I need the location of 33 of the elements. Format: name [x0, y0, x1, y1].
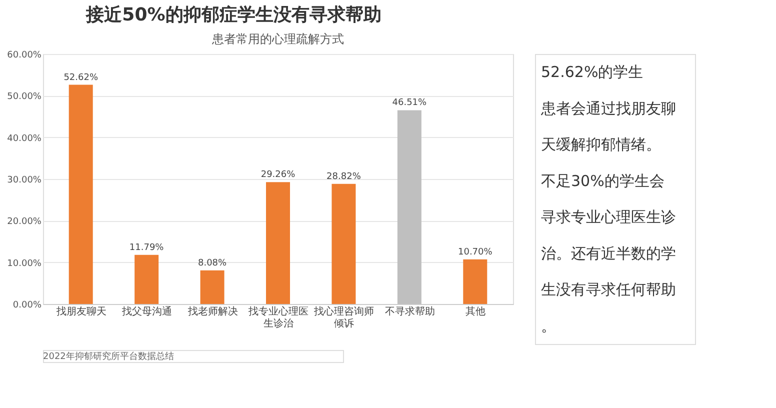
y-tick-label: 60.00% — [7, 50, 42, 60]
x-tick-label: 找专业心理医生诊治 — [248, 306, 308, 330]
bar — [266, 182, 290, 304]
y-tick-label: 40.00% — [7, 134, 42, 144]
bar — [332, 184, 356, 304]
y-tick-label: 20.00% — [7, 217, 42, 228]
chart-subtitle: 患者常用的心理疏解方式 — [211, 32, 344, 46]
data-label: 46.51% — [392, 98, 428, 108]
y-tick-label: 50.00% — [7, 92, 42, 102]
x-tick-label: 找父母沟通 — [121, 306, 172, 318]
text: 不足30%的学生会寻求专业心理医生诊治。还有近半数的学生没有寻求任何帮助。 — [541, 172, 676, 335]
data-label: 29.26% — [260, 170, 296, 180]
text: 52.62%的学生患者会通过找朋友聊天缓解抑郁情绪。 — [541, 63, 676, 154]
x-tick-label: 其他 — [466, 306, 486, 318]
x-tick-label: 找朋友聊天 — [55, 306, 106, 318]
x-tick-label: 不寻求帮助 — [384, 306, 435, 318]
data-label: 11.79% — [129, 242, 164, 253]
y-tick-label: 10.00% — [7, 258, 42, 269]
chart-title: 接近50%的抑郁症学生没有寻求帮助 — [85, 4, 382, 26]
data-label: 52.62% — [64, 72, 98, 83]
y-tick-label: 30.00% — [7, 176, 42, 186]
x-tick-label: 找心理咨询师倾诉 — [313, 306, 374, 330]
bar — [200, 270, 224, 304]
bar — [463, 259, 488, 304]
bar — [68, 84, 93, 304]
x-tick-label: 找老师解决 — [186, 306, 238, 318]
data-label: 8.08% — [198, 258, 228, 268]
bar — [397, 110, 422, 304]
data-label: 10.70% — [458, 247, 493, 258]
y-tick-label: 0.00% — [12, 300, 42, 310]
data-label: 28.82% — [326, 172, 362, 182]
text: 2022年抑郁研究所平台数据总结 — [43, 351, 174, 362]
bar — [134, 254, 159, 304]
